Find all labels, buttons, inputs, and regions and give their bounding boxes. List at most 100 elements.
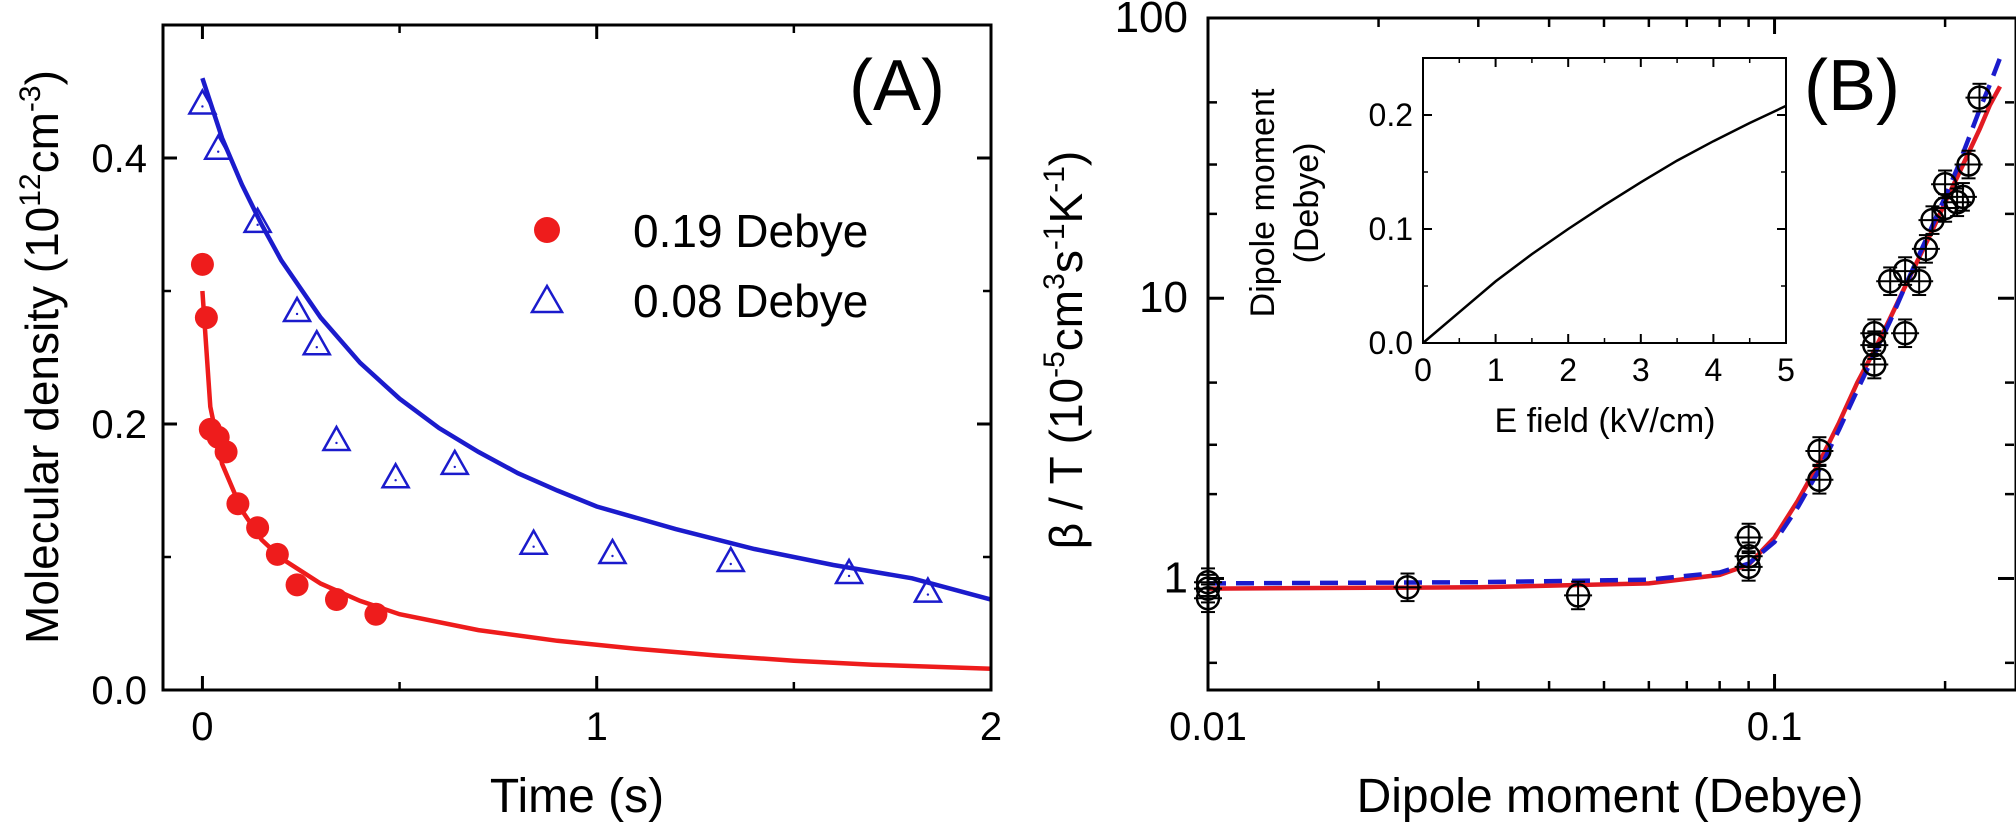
inset-x-tick-label: 4 <box>1705 352 1723 388</box>
panel-a-ylabel-superscript-1: 12 <box>14 173 47 206</box>
inset-y-axis-title-line2: (Debye) <box>1288 143 1326 264</box>
panel-b-ylabel-superscript-1: -5 <box>1038 351 1071 378</box>
inset-x-tick-label: 3 <box>1632 352 1650 388</box>
data-point <box>242 206 273 234</box>
panel-b-x-axis-title: Dipole moment (Debye) <box>1357 770 1864 823</box>
inset-frame <box>1422 57 1787 344</box>
data-point <box>226 492 250 516</box>
legend-label-0-08-debye: 0.08 Debye <box>633 275 868 327</box>
y-tick-label: 0.4 <box>91 137 147 181</box>
data-point <box>1807 438 1832 464</box>
inset-y-tick-label: 0.0 <box>1369 325 1413 361</box>
panel-a-plot-frame <box>161 23 993 692</box>
data-point <box>1920 207 1945 233</box>
panel-a-label: (A) <box>849 46 945 126</box>
data-point <box>187 87 218 115</box>
data-point-dot <box>315 346 318 349</box>
data-point <box>1932 172 1958 197</box>
panel-b-ylabel-superscript-2: 3 <box>1038 273 1071 290</box>
inset-x-tick-label: 0 <box>1414 352 1432 388</box>
inset-x-tick-label: 5 <box>1777 352 1795 388</box>
y-tick-label: 0.2 <box>91 403 147 447</box>
data-point <box>321 424 352 452</box>
inset-y-tick-label: 0.2 <box>1369 97 1413 133</box>
data-point <box>518 528 549 555</box>
panel-b-ylabel-superscript-3: -1 <box>1038 223 1071 250</box>
data-point <box>190 252 214 276</box>
panel-b-ylabel-part-3: s <box>1040 250 1092 273</box>
data-point-dot <box>847 574 851 578</box>
data-point <box>265 542 289 566</box>
x-tick-label: 1 <box>586 705 608 749</box>
panel-b-tick-labels: 0.01 0.1 1 10 100 <box>1115 0 1803 749</box>
data-point <box>1807 467 1832 493</box>
x-tick-label: 2 <box>980 705 1002 749</box>
data-point-dot <box>201 105 204 108</box>
panel-a-ylabel-part-1: Molecular density (10 <box>16 207 68 644</box>
panel-a-ylabel-part-3: ) <box>16 70 68 85</box>
data-point <box>1956 152 1981 177</box>
data-point <box>380 461 411 489</box>
inset-curve <box>1422 104 1787 344</box>
inset-x-tick-label: 2 <box>1559 352 1577 388</box>
legend-label-0-19-debye: 0.19 Debye <box>633 205 868 257</box>
panel-b-y-axis-title: β / T (10-5cm3s-1K-1) <box>1038 151 1092 549</box>
y-tick-label: 10 <box>1139 273 1188 322</box>
data-point <box>1736 525 1761 550</box>
inset-line <box>1422 104 1787 344</box>
fit-curve <box>200 77 992 602</box>
panel-b-ylabel-superscript-4: -1 <box>1038 166 1071 193</box>
panel-a: 0 1 20.00.20.4 (A) Time (s) Molecular dens… <box>14 23 1002 823</box>
data-point <box>715 545 746 573</box>
panel-a-data-points <box>187 87 944 626</box>
inset-tick-labels: 0 1 2 3 4 5 0.0 0.1 0.2 <box>1369 97 1795 388</box>
inset-x-tick-label: 1 <box>1487 352 1505 388</box>
data-point <box>194 306 218 330</box>
panel-a-ylabel-part-2: cm <box>16 112 68 173</box>
data-point-dot <box>729 562 732 566</box>
panel-a-x-axis-title: Time (s) <box>490 770 664 823</box>
data-point-dot <box>611 554 614 558</box>
data-point <box>1395 575 1420 600</box>
data-point <box>1967 85 1992 110</box>
y-tick-label: 0.0 <box>91 669 147 713</box>
data-point <box>1950 184 1976 210</box>
data-point <box>203 133 234 160</box>
panel-b-inset: 0 1 2 3 4 5 0.0 0.1 0.2 E field (kV/cm) Dipole m… <box>1244 57 1795 440</box>
y-tick-label: 100 <box>1115 0 1188 42</box>
inset-background <box>1423 58 1786 343</box>
panel-a-y-axis-title: Molecular density (1012cm-3) <box>14 70 68 644</box>
x-tick-label: 0.01 <box>1169 705 1247 749</box>
data-point <box>281 295 313 323</box>
data-point <box>1892 321 1918 346</box>
data-point <box>246 516 270 540</box>
data-point <box>439 448 470 476</box>
data-point <box>1944 190 1970 215</box>
data-point <box>1565 583 1591 608</box>
legend-marker-0-19-debye <box>534 217 560 243</box>
panel-b-ylabel-part-2: cm <box>1040 290 1092 351</box>
data-point-dot <box>926 593 930 596</box>
panel-b-plot-frame <box>1206 16 2016 692</box>
panel-b-label: (B) <box>1804 46 1900 126</box>
panel-b-ylabel-part-5: ) <box>1040 151 1092 166</box>
data-point <box>324 588 348 612</box>
panel-b-ylabel-part-4: K <box>1040 192 1092 223</box>
data-point-dot <box>335 441 338 445</box>
data-point <box>1913 236 1939 262</box>
data-point <box>285 573 309 597</box>
x-tick-label: 0 <box>191 705 213 749</box>
data-point <box>301 328 332 356</box>
data-point-dot <box>295 312 299 316</box>
panel-b-ylabel-part-1: β / T (10 <box>1040 378 1092 549</box>
inset-y-tick-label: 0.1 <box>1369 211 1413 247</box>
data-point-dot <box>532 545 535 548</box>
data-point-dot <box>453 465 456 469</box>
x-tick-label: 0.1 <box>1747 705 1803 749</box>
data-point <box>912 576 944 603</box>
data-point <box>1862 321 1887 346</box>
data-point-dot <box>217 150 220 153</box>
panel-a-legend: 0.19 Debye 0.08 Debye <box>529 205 868 327</box>
data-point <box>214 440 238 464</box>
